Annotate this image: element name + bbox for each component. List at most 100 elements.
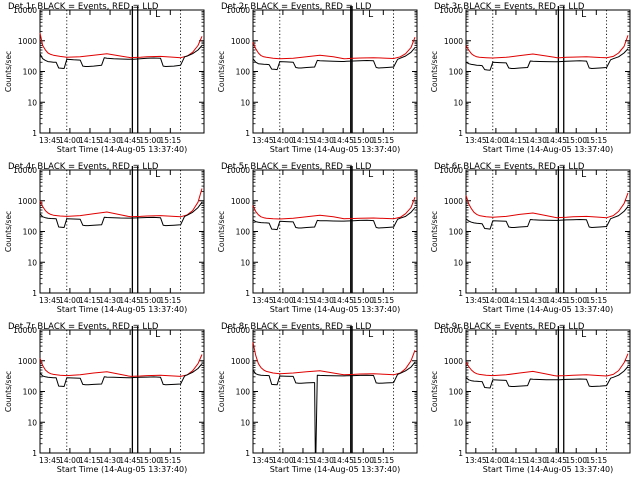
x-tick-label: 14:15 xyxy=(79,136,101,145)
y-tick-label: 10000 xyxy=(13,326,37,335)
series-line-lld xyxy=(252,197,416,220)
x-tick-label: 15:00 xyxy=(139,456,161,465)
y-axis-label: Counts/sec xyxy=(4,51,13,92)
y-axis-label: Counts/sec xyxy=(217,211,226,252)
plot-frame xyxy=(39,9,205,134)
x-axis-label: Start Time (14-Aug-05 13:37:40) xyxy=(57,145,188,154)
x-axis-label: Start Time (14-Aug-05 13:37:40) xyxy=(57,305,188,314)
chart-title: Det 8r BLACK = Events, RED = LLD xyxy=(221,322,372,332)
chart-panel-8: Det 8r BLACK = Events, RED = LLD 1 10 100 10… xyxy=(217,322,418,474)
x-tick-label: 13:45 xyxy=(252,296,274,305)
x-tick-label: 14:00 xyxy=(485,136,507,145)
chart-panel-5: Det 5r BLACK = Events, RED = LLD 1 10 100 10… xyxy=(217,162,418,314)
chart-title: Det 3r BLACK = Events, RED = LLD xyxy=(434,2,585,12)
x-tick-label: 14:45 xyxy=(332,296,354,305)
x-tick-label: 14:00 xyxy=(485,456,507,465)
y-tick-label: 1 xyxy=(458,449,463,458)
x-tick-label: 14:30 xyxy=(312,136,334,145)
y-tick-label: 100 xyxy=(449,68,464,77)
y-axis-label: Counts/sec xyxy=(217,371,226,412)
x-tick-label: 15:00 xyxy=(565,456,587,465)
chart-panel-4: Det 4r BLACK = Events, RED = LLD 1 10 100 10… xyxy=(4,162,205,314)
chart-title: Det 7r BLACK = Events, RED = LLD xyxy=(8,322,159,332)
series-line-events xyxy=(252,47,416,71)
x-tick-label: 14:30 xyxy=(312,296,334,305)
x-tick-label: 15:00 xyxy=(352,296,374,305)
x-tick-label: 14:15 xyxy=(505,456,527,465)
x-tick-label: 13:45 xyxy=(465,296,487,305)
y-axis-label: Counts/sec xyxy=(430,211,439,252)
series-line-lld xyxy=(252,37,416,60)
series-line-events xyxy=(252,361,416,454)
time-marker-label: L xyxy=(368,10,373,20)
x-tick-label: 13:45 xyxy=(465,456,487,465)
x-tick-label: 13:45 xyxy=(39,136,61,145)
y-tick-label: 100 xyxy=(23,228,38,237)
time-marker-label: L xyxy=(155,170,160,180)
x-tick-label: 14:15 xyxy=(505,136,527,145)
x-tick-label: 15:00 xyxy=(139,136,161,145)
y-tick-label: 10000 xyxy=(439,6,463,15)
chart-panel-3: Det 3r BLACK = Events, RED = LLD 1 10 100 10… xyxy=(430,2,631,154)
y-tick-label: 1 xyxy=(245,449,250,458)
x-tick-label: 13:45 xyxy=(39,296,61,305)
x-tick-label: 15:00 xyxy=(139,296,161,305)
y-tick-label: 100 xyxy=(449,228,464,237)
x-tick-label: 14:45 xyxy=(119,456,141,465)
x-tick-label: 14:00 xyxy=(272,456,294,465)
series-line-lld xyxy=(39,32,203,59)
x-tick-label: 14:45 xyxy=(545,296,567,305)
y-axis-label: Counts/sec xyxy=(430,371,439,412)
y-tick-label: 10 xyxy=(453,258,463,267)
x-tick-label: 15:15 xyxy=(372,136,394,145)
x-tick-label: 15:00 xyxy=(352,136,374,145)
plot-frame xyxy=(39,169,205,294)
series-line-lld xyxy=(465,35,629,59)
x-tick-label: 14:45 xyxy=(119,296,141,305)
time-marker-label: L xyxy=(368,330,373,340)
y-tick-label: 1000 xyxy=(231,197,250,206)
x-tick-label: 15:15 xyxy=(159,296,181,305)
chart-title: Det 1r BLACK = Events, RED = LLD xyxy=(8,2,159,12)
plot-frame xyxy=(465,9,631,134)
time-marker-label: L xyxy=(581,170,586,180)
chart-title: Det 2r BLACK = Events, RED = LLD xyxy=(221,2,372,12)
x-tick-label: 14:00 xyxy=(59,296,81,305)
y-tick-label: 10000 xyxy=(13,6,37,15)
y-tick-label: 100 xyxy=(449,388,464,397)
series-line-lld xyxy=(39,188,203,218)
chart-panel-2: Det 2r BLACK = Events, RED = LLD 1 10 100 10… xyxy=(217,2,418,154)
y-tick-label: 10000 xyxy=(226,326,250,335)
x-tick-label: 13:45 xyxy=(465,136,487,145)
chart-title: Det 6r BLACK = Events, RED = LLD xyxy=(434,162,585,172)
y-tick-label: 10000 xyxy=(13,166,37,175)
plot-frame xyxy=(252,9,418,134)
y-axis-label: Counts/sec xyxy=(4,211,13,252)
series-line-lld xyxy=(252,342,416,376)
y-tick-label: 100 xyxy=(23,68,38,77)
x-axis-label: Start Time (14-Aug-05 13:37:40) xyxy=(270,145,401,154)
x-tick-label: 14:00 xyxy=(59,456,81,465)
chart-title: Det 9r BLACK = Events, RED = LLD xyxy=(434,322,585,332)
y-tick-label: 10000 xyxy=(439,326,463,335)
y-tick-label: 10000 xyxy=(439,166,463,175)
y-tick-label: 1 xyxy=(458,129,463,138)
x-tick-label: 13:45 xyxy=(252,456,274,465)
y-tick-label: 10 xyxy=(240,418,250,427)
x-axis-label: Start Time (14-Aug-05 13:37:40) xyxy=(270,305,401,314)
y-tick-label: 10 xyxy=(453,98,463,107)
y-tick-label: 1000 xyxy=(18,37,37,46)
y-tick-label: 10000 xyxy=(226,166,250,175)
y-tick-label: 1 xyxy=(32,449,37,458)
plot-frame xyxy=(465,169,631,294)
x-axis-label: Start Time (14-Aug-05 13:37:40) xyxy=(483,145,614,154)
x-axis-label: Start Time (14-Aug-05 13:37:40) xyxy=(483,305,614,314)
x-axis-label: Start Time (14-Aug-05 13:37:40) xyxy=(483,465,614,474)
x-tick-label: 14:15 xyxy=(505,296,527,305)
y-tick-label: 1 xyxy=(245,289,250,298)
series-line-lld xyxy=(39,354,203,377)
plot-frame xyxy=(39,329,205,454)
y-axis-label: Counts/sec xyxy=(217,51,226,92)
series-line-events xyxy=(39,201,203,228)
